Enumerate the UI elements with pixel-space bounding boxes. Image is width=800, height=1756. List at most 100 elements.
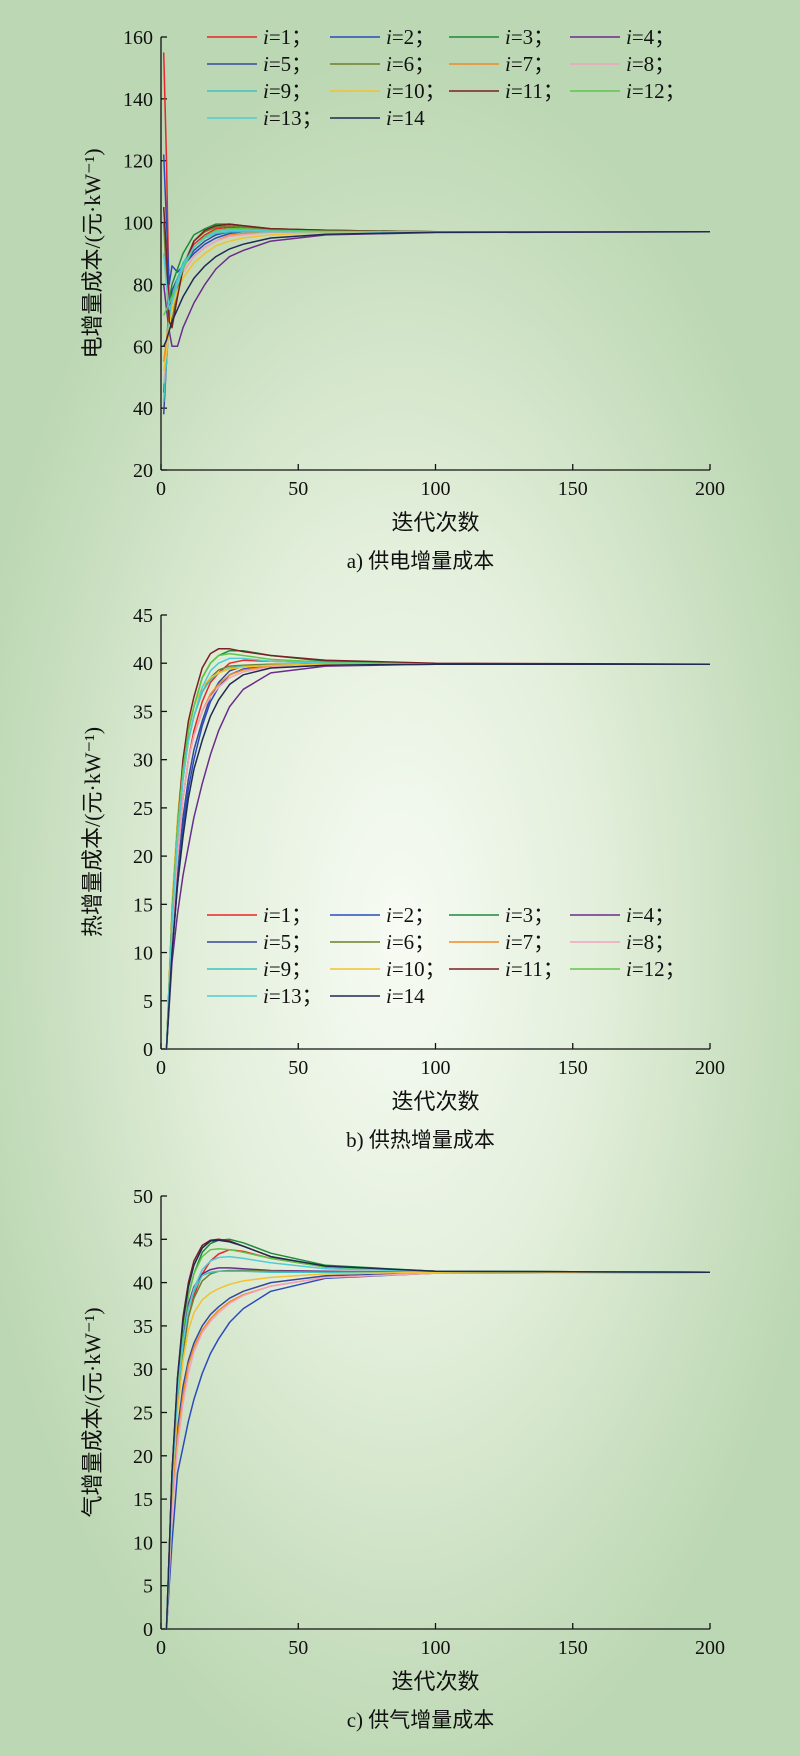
legend-label: i=6； (386, 52, 435, 76)
y-tick-label: 10 (133, 1532, 153, 1554)
series-line-i=10 (165, 663, 710, 1050)
x-tick-label: 100 (421, 478, 451, 500)
y-axis-label: 电增量成本/(元·kW⁻¹) (80, 148, 105, 358)
y-tick-label: 160 (123, 27, 153, 49)
legend-label: i=7； (505, 930, 554, 954)
legend-label: i=2； (386, 903, 435, 927)
series-line-i=6 (165, 663, 710, 1050)
legend-label: i=10； (386, 957, 446, 981)
x-tick-label: 150 (558, 1057, 588, 1079)
series-line-i=12 (163, 228, 710, 316)
series-line-i=9 (165, 663, 710, 1050)
x-axis-label: 迭代次数 (391, 510, 479, 535)
panel-caption: a) 供电增量成本 (347, 549, 495, 573)
legend-label: i=2； (386, 25, 435, 49)
legend-label: i=4； (626, 903, 675, 927)
panel-caption: c) 供气增量成本 (347, 1708, 495, 1732)
y-tick-label: 20 (133, 1446, 153, 1468)
legend-label: i=5； (263, 930, 312, 954)
y-tick-label: 0 (143, 1039, 153, 1061)
series-line-i=13 (165, 657, 710, 1050)
legend-label: i=14 (386, 106, 425, 130)
series-line-i=4 (165, 1267, 710, 1630)
x-tick-label: 200 (695, 1637, 725, 1659)
legend-label: i=3； (505, 903, 554, 927)
legend-label: i=1； (263, 25, 312, 49)
series-line-i=10 (165, 1271, 710, 1630)
x-axis-label: 迭代次数 (391, 1669, 479, 1694)
series-line-i=3 (165, 649, 710, 1050)
series-line-i=14 (163, 231, 711, 347)
legend-label: i=11； (505, 79, 564, 103)
series-line-i=9 (162, 231, 710, 403)
panel-caption: b) 供热增量成本 (346, 1128, 495, 1152)
panel-b-heat: 0 5 10 15 20 25 30 35 40 45 0 50 100 150 200 迭代次数 热增量成本/… (80, 605, 725, 1152)
series-line-i=5 (162, 231, 710, 415)
legend-label: i=13； (263, 984, 323, 1008)
y-tick-label: 15 (133, 1489, 153, 1511)
y-tick-label: 0 (143, 1619, 153, 1641)
legend-label: i=5； (263, 52, 312, 76)
series-line-i=9 (165, 1270, 710, 1630)
y-tick-label: 140 (123, 89, 153, 111)
x-tick-label: 200 (695, 1057, 725, 1079)
y-axis-label: 气增量成本/(元·kW⁻¹) (80, 1307, 105, 1517)
series-line-i=2 (165, 1271, 711, 1630)
y-tick-label: 40 (133, 1273, 153, 1295)
x-tick-label: 100 (421, 1057, 451, 1079)
x-tick-label: 150 (558, 1637, 588, 1659)
x-tick-label: 0 (156, 1637, 166, 1659)
legend-label: i=12； (626, 957, 686, 981)
y-tick-label: 25 (133, 1403, 153, 1425)
legend: i=1； i=2； i=3； i=4； i=5； i=6； i=7； i=8； i=9； i=10… (207, 903, 686, 1008)
legend-label: i=4； (626, 25, 675, 49)
series-line-i=13 (162, 229, 710, 310)
panel-c-gas: 0 5 10 15 20 25 30 35 40 45 50 0 50 100 150 200 迭代次数 气增量成… (80, 1186, 725, 1732)
y-tick-label: 35 (133, 701, 153, 723)
series-line-i=5 (165, 663, 710, 1050)
x-tick-label: 50 (288, 478, 308, 500)
legend-label: i=9； (263, 957, 312, 981)
y-tick-label: 10 (133, 943, 153, 965)
y-tick-label: 40 (133, 653, 153, 675)
y-tick-label: 50 (133, 1186, 153, 1208)
series-line-i=3 (165, 1238, 711, 1630)
series-line-i=1 (165, 659, 710, 1050)
series-line-i=6 (165, 1269, 710, 1630)
x-tick-label: 50 (288, 1057, 308, 1079)
x-tick-label: 0 (156, 1057, 166, 1079)
y-tick-label: 25 (133, 798, 153, 820)
series-line-i=7 (165, 663, 710, 1050)
series-line-i=11 (162, 207, 710, 329)
legend-label: i=14 (386, 984, 425, 1008)
series-line-i=7 (165, 1271, 711, 1630)
series-line-i=7 (162, 231, 710, 362)
y-tick-label: 5 (143, 991, 153, 1013)
y-axis-label: 热增量成本/(元·kW⁻¹) (80, 727, 105, 937)
y-tick-label: 45 (133, 1229, 153, 1251)
y-tick-label: 60 (133, 336, 153, 358)
legend-label: i=8； (626, 52, 675, 76)
series-line-i=13 (165, 1255, 711, 1630)
y-tick-label: 80 (133, 274, 153, 296)
legend-label: i=12； (626, 79, 686, 103)
y-tick-label: 30 (133, 750, 153, 772)
y-tick-label: 20 (133, 846, 153, 868)
y-tick-label: 30 (133, 1359, 153, 1381)
y-tick-label: 120 (123, 151, 153, 173)
y-tick-label: 35 (133, 1316, 153, 1338)
legend-label: i=9； (263, 79, 312, 103)
series-line-i=8 (165, 1271, 711, 1630)
y-tick-label: 20 (133, 460, 153, 482)
legend-label: i=7； (505, 52, 554, 76)
series-line-i=12 (165, 652, 710, 1050)
series-line-i=11 (165, 648, 711, 1050)
y-tick-label: 15 (133, 894, 153, 916)
x-tick-label: 0 (156, 478, 166, 500)
series-line-i=4 (162, 231, 711, 348)
panel-a-electricity: 20 40 60 80 100 120 140 160 0 50 100 150 200 迭代次数 电增量成… (80, 25, 725, 573)
series-line-i=14 (165, 1239, 711, 1630)
legend-label: i=13； (263, 106, 323, 130)
series-line-i=5 (165, 1271, 711, 1630)
